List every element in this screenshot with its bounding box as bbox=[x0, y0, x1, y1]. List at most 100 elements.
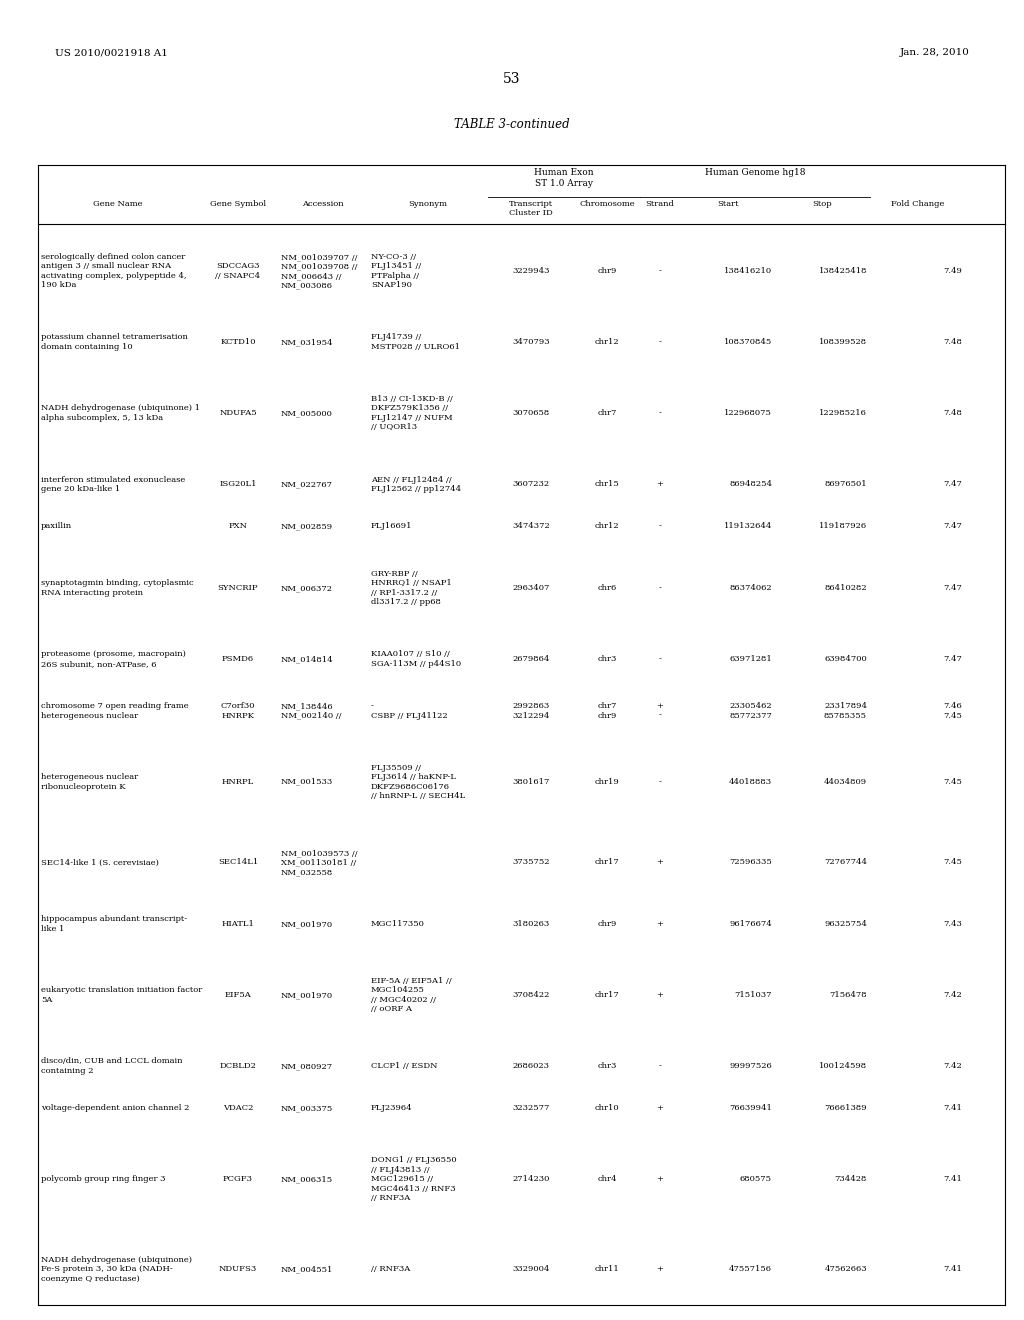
Text: ISG20L1: ISG20L1 bbox=[219, 480, 257, 488]
Text: 3801617: 3801617 bbox=[512, 777, 550, 785]
Text: B13 // CI-13KD-B //
DKFZ579K1356 //
FLJ12147 // NUFM
// UQOR13: B13 // CI-13KD-B // DKFZ579K1356 // FLJ1… bbox=[371, 395, 453, 432]
Text: -: - bbox=[658, 583, 662, 591]
Text: 86410282: 86410282 bbox=[824, 583, 867, 591]
Text: 7.45: 7.45 bbox=[943, 858, 962, 866]
Text: 2686023: 2686023 bbox=[512, 1063, 550, 1071]
Text: -: - bbox=[658, 523, 662, 531]
Text: 7.46
7.45: 7.46 7.45 bbox=[943, 702, 962, 719]
Text: 108370845: 108370845 bbox=[724, 338, 772, 346]
Text: 734428: 734428 bbox=[835, 1175, 867, 1183]
Text: heterogeneous nuclear
ribonucleoprotein K: heterogeneous nuclear ribonucleoprotein … bbox=[41, 774, 138, 791]
Text: SEC14-like 1 (S. cerevisiae): SEC14-like 1 (S. cerevisiae) bbox=[41, 858, 159, 866]
Text: Fold Change: Fold Change bbox=[891, 201, 944, 209]
Text: 86948254: 86948254 bbox=[729, 480, 772, 488]
Text: potassium channel tetramerisation
domain containing 10: potassium channel tetramerisation domain… bbox=[41, 334, 187, 351]
Text: NY-CO-3 //
FLJ13451 //
PTFalpha //
SNAP190: NY-CO-3 // FLJ13451 // PTFalpha // SNAP1… bbox=[371, 253, 421, 289]
Text: 47557156: 47557156 bbox=[729, 1266, 772, 1274]
Text: EIF5A: EIF5A bbox=[224, 991, 251, 999]
Text: 3735752: 3735752 bbox=[512, 858, 550, 866]
Text: 119132644: 119132644 bbox=[724, 523, 772, 531]
Text: +: + bbox=[656, 858, 664, 866]
Text: 7.45: 7.45 bbox=[943, 777, 962, 785]
Text: 3470793: 3470793 bbox=[512, 338, 550, 346]
Text: chr3: chr3 bbox=[597, 1063, 616, 1071]
Text: DONG1 // FLJ36550
// FLJ43813 //
MGC129615 //
MGC46413 // RNF3
// RNF3A: DONG1 // FLJ36550 // FLJ43813 // MGC1296… bbox=[371, 1156, 457, 1203]
Text: SYNCRIP: SYNCRIP bbox=[218, 583, 258, 591]
Text: 86976501: 86976501 bbox=[824, 480, 867, 488]
Text: 7.41: 7.41 bbox=[943, 1266, 962, 1274]
Text: Stop: Stop bbox=[813, 201, 833, 209]
Text: 7.43: 7.43 bbox=[943, 920, 962, 928]
Text: 7.49: 7.49 bbox=[943, 267, 962, 275]
Text: Start: Start bbox=[717, 201, 738, 209]
Text: NM_001533: NM_001533 bbox=[281, 777, 333, 785]
Text: +: + bbox=[656, 920, 664, 928]
Text: 63984700: 63984700 bbox=[824, 655, 867, 663]
Text: 72767744: 72767744 bbox=[824, 858, 867, 866]
Text: NM_006372: NM_006372 bbox=[281, 583, 333, 591]
Text: 3607232: 3607232 bbox=[512, 480, 550, 488]
Text: 119187926: 119187926 bbox=[819, 523, 867, 531]
Text: NDUFA5: NDUFA5 bbox=[219, 409, 257, 417]
Text: NM_014814: NM_014814 bbox=[281, 655, 334, 663]
Text: 680575: 680575 bbox=[740, 1175, 772, 1183]
Text: Strand: Strand bbox=[645, 201, 675, 209]
Text: 2963407: 2963407 bbox=[512, 583, 550, 591]
Text: 108399528: 108399528 bbox=[819, 338, 867, 346]
Text: 76661389: 76661389 bbox=[824, 1104, 867, 1113]
Text: interferon stimulated exonuclease
gene 20 kDa-like 1: interferon stimulated exonuclease gene 2… bbox=[41, 475, 185, 492]
Text: paxillin: paxillin bbox=[41, 523, 72, 531]
Text: +: + bbox=[656, 480, 664, 488]
Text: NM_080927: NM_080927 bbox=[281, 1063, 333, 1071]
Text: HIATL1: HIATL1 bbox=[221, 920, 254, 928]
Text: 96325754: 96325754 bbox=[824, 920, 867, 928]
Text: chr3: chr3 bbox=[597, 655, 616, 663]
Text: chr10: chr10 bbox=[595, 1104, 620, 1113]
Text: NM_001970: NM_001970 bbox=[281, 920, 333, 928]
Text: HNRPL: HNRPL bbox=[222, 777, 254, 785]
Text: FLJ16691: FLJ16691 bbox=[371, 523, 413, 531]
Text: NM_005000: NM_005000 bbox=[281, 409, 333, 417]
Text: SDCCAG3
// SNAPC4: SDCCAG3 // SNAPC4 bbox=[215, 263, 260, 280]
Text: NM_003375: NM_003375 bbox=[281, 1104, 333, 1113]
Text: MGC117350: MGC117350 bbox=[371, 920, 425, 928]
Text: SEC14L1: SEC14L1 bbox=[218, 858, 258, 866]
Text: 7151037: 7151037 bbox=[734, 991, 772, 999]
Text: KCTD10: KCTD10 bbox=[220, 338, 256, 346]
Text: chr12: chr12 bbox=[595, 523, 620, 531]
Text: 7.48: 7.48 bbox=[943, 409, 962, 417]
Text: chr7
chr9: chr7 chr9 bbox=[597, 702, 616, 719]
Text: chr9: chr9 bbox=[597, 920, 616, 928]
Text: 3229943: 3229943 bbox=[512, 267, 550, 275]
Text: synaptotagmin binding, cytoplasmic
RNA interacting protein: synaptotagmin binding, cytoplasmic RNA i… bbox=[41, 579, 194, 597]
Text: 7.42: 7.42 bbox=[943, 1063, 962, 1071]
Text: 7.47: 7.47 bbox=[943, 480, 962, 488]
Text: PXN: PXN bbox=[228, 523, 248, 531]
Text: C7orf30
HNRPK: C7orf30 HNRPK bbox=[221, 702, 255, 719]
Text: NM_031954: NM_031954 bbox=[281, 338, 334, 346]
Text: Jan. 28, 2010: Jan. 28, 2010 bbox=[900, 48, 970, 57]
Text: chr9: chr9 bbox=[597, 267, 616, 275]
Text: 138425418: 138425418 bbox=[818, 267, 867, 275]
Text: 7.47: 7.47 bbox=[943, 523, 962, 531]
Text: 100124598: 100124598 bbox=[819, 1063, 867, 1071]
Text: 23317894
85785355: 23317894 85785355 bbox=[824, 702, 867, 719]
Text: 53: 53 bbox=[503, 73, 521, 86]
Text: Human Exon
ST 1.0 Array: Human Exon ST 1.0 Array bbox=[535, 168, 594, 187]
Text: CLCP1 // ESDN: CLCP1 // ESDN bbox=[371, 1063, 437, 1071]
Text: disco/din, CUB and LCCL domain
containing 2: disco/din, CUB and LCCL domain containin… bbox=[41, 1057, 182, 1074]
Text: VDAC2: VDAC2 bbox=[223, 1104, 253, 1113]
Text: chr4: chr4 bbox=[597, 1175, 616, 1183]
Text: 3070658: 3070658 bbox=[512, 409, 550, 417]
Text: 47562663: 47562663 bbox=[824, 1266, 867, 1274]
Text: TABLE 3-continued: TABLE 3-continued bbox=[455, 117, 569, 131]
Text: NM_004551: NM_004551 bbox=[281, 1266, 334, 1274]
Text: 99997526: 99997526 bbox=[729, 1063, 772, 1071]
Text: hippocampus abundant transcript-
like 1: hippocampus abundant transcript- like 1 bbox=[41, 915, 187, 933]
Text: Chromosome: Chromosome bbox=[580, 201, 635, 209]
Text: // RNF3A: // RNF3A bbox=[371, 1266, 411, 1274]
Text: 138416210: 138416210 bbox=[724, 267, 772, 275]
Text: PSMD6: PSMD6 bbox=[222, 655, 254, 663]
Text: 7.47: 7.47 bbox=[943, 655, 962, 663]
Text: 7.42: 7.42 bbox=[943, 991, 962, 999]
